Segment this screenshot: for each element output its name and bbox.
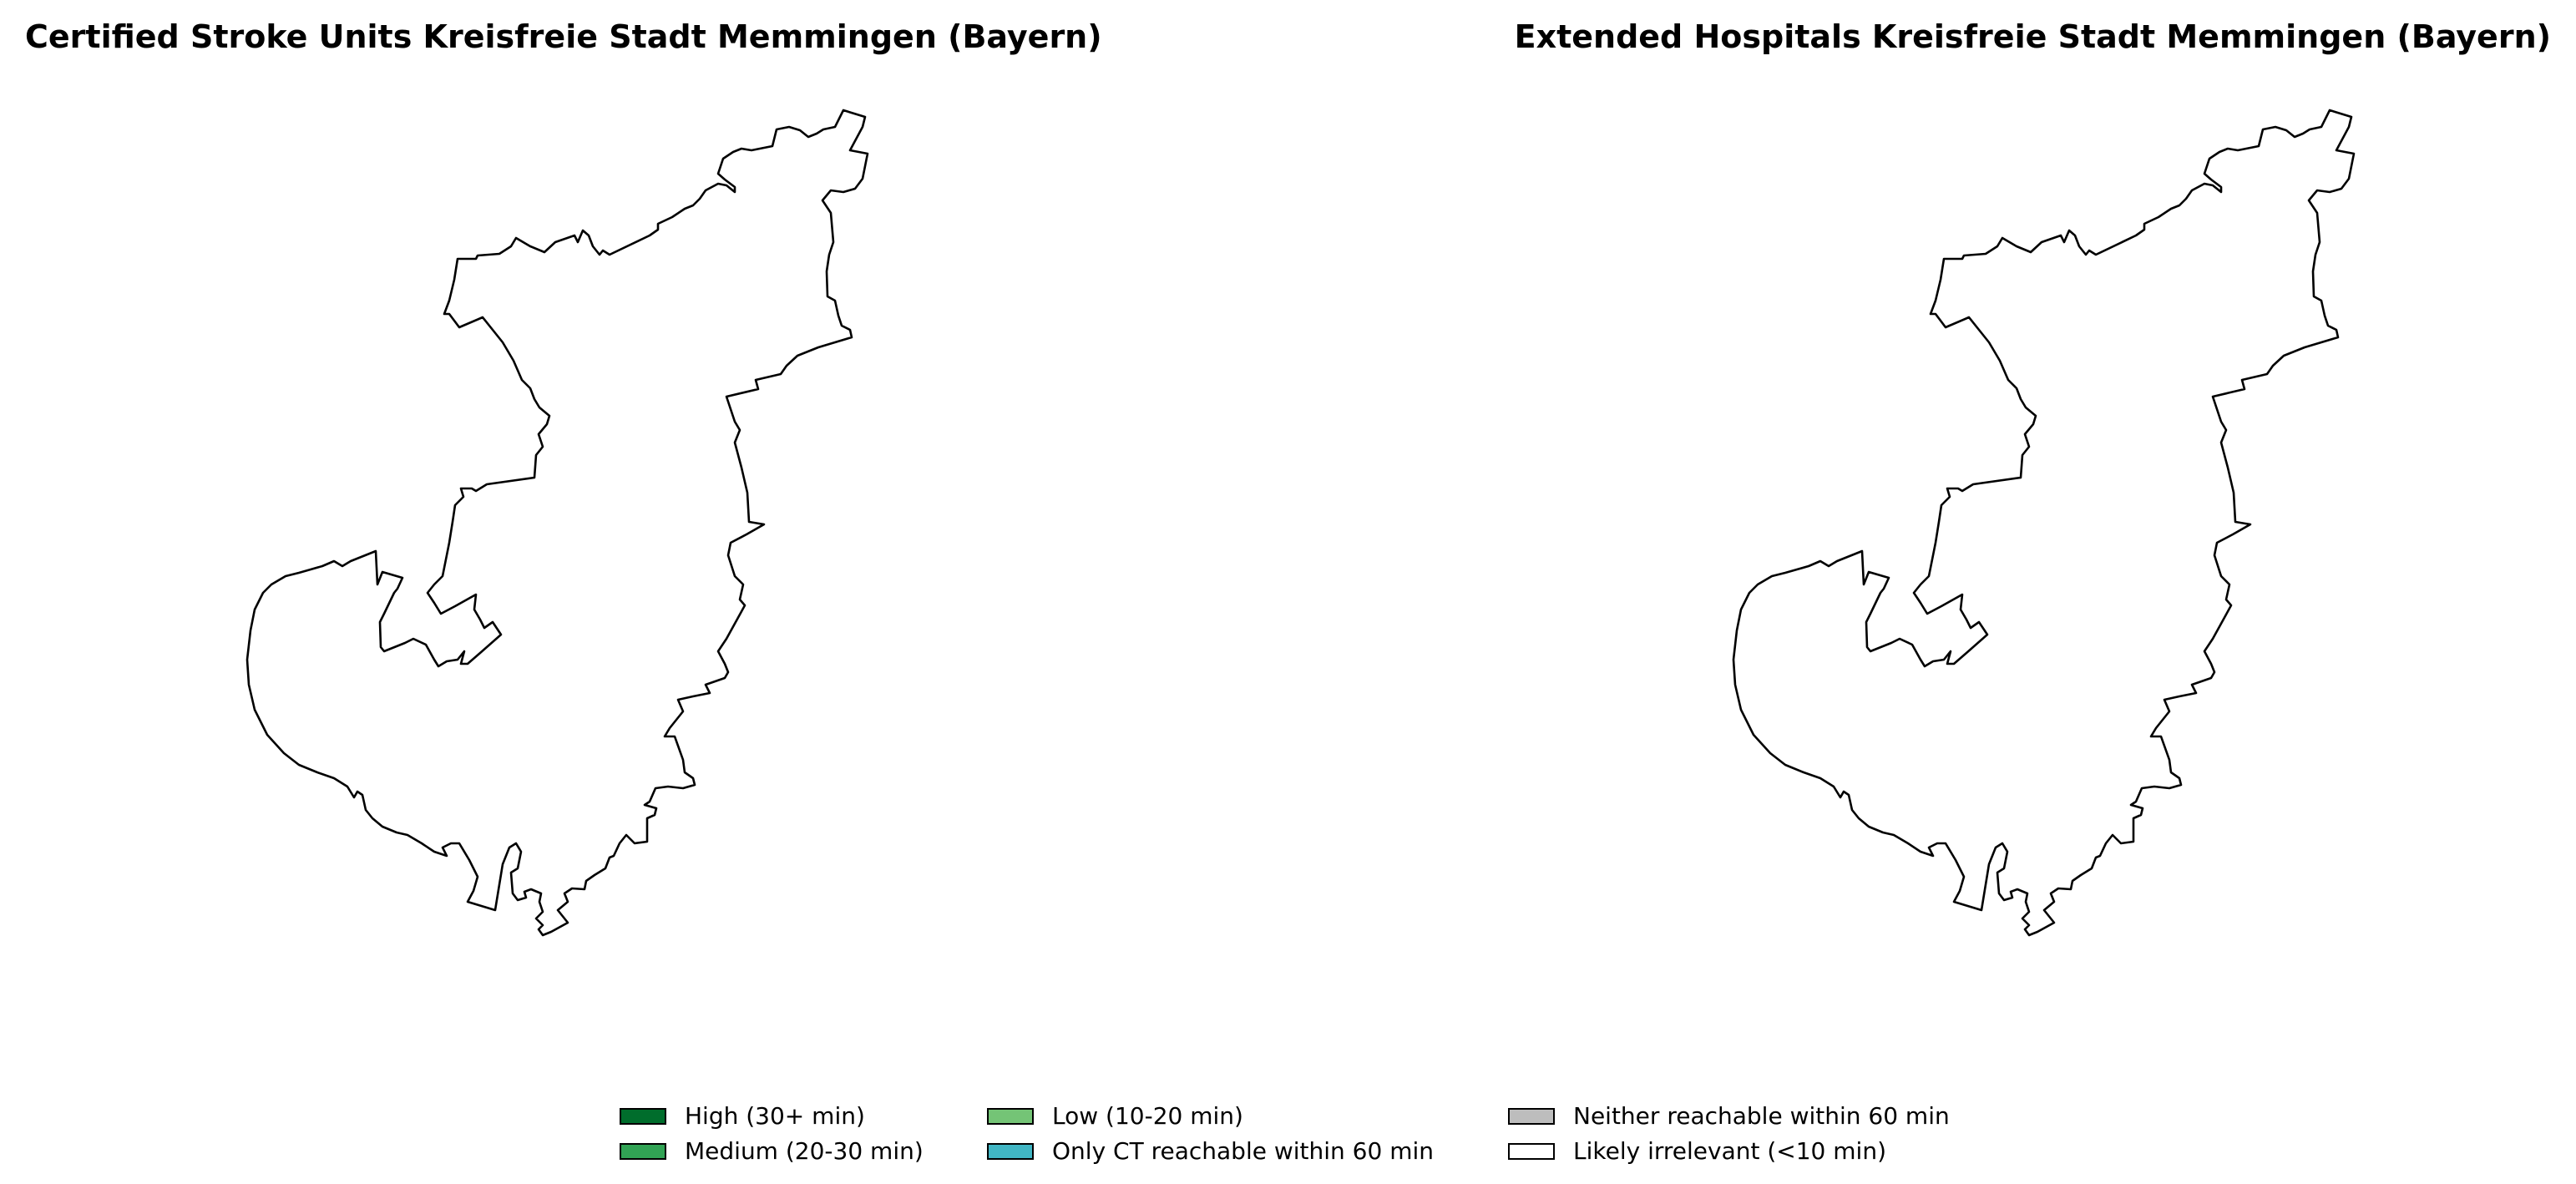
map-extended-hospitals	[1732, 109, 2356, 937]
memmingen-boundary	[1732, 109, 2356, 937]
legend-label: Medium (20-30 min)	[685, 1137, 924, 1165]
legend-item: Low (10-20 min)	[987, 1099, 1508, 1134]
legend-item: Likely irrelevant (<10 min)	[1508, 1134, 1976, 1169]
legend-item: Medium (20-30 min)	[620, 1134, 987, 1169]
legend-label: Neither reachable within 60 min	[1573, 1102, 1950, 1130]
legend-swatch	[1508, 1143, 1555, 1160]
legend-swatch	[1508, 1108, 1555, 1125]
map-title-extended-hospitals: Extended Hospitals Kreisfreie Stadt Memm…	[1514, 18, 2551, 55]
legend-swatch	[620, 1143, 666, 1160]
legend-swatch	[987, 1108, 1034, 1125]
legend-label: Likely irrelevant (<10 min)	[1573, 1137, 1886, 1165]
legend-label: Low (10-20 min)	[1052, 1102, 1243, 1130]
legend-swatch	[620, 1108, 666, 1125]
legend-item: Neither reachable within 60 min	[1508, 1099, 1976, 1134]
map-certified-stroke-units	[245, 109, 869, 937]
map-title-certified-stroke-units: Certified Stroke Units Kreisfreie Stadt …	[25, 18, 1102, 55]
legend-label: Only CT reachable within 60 min	[1052, 1137, 1435, 1165]
memmingen-boundary	[245, 109, 869, 937]
legend: High (30+ min) Medium (20-30 min) Low (1…	[620, 1099, 1976, 1169]
legend-label: High (30+ min)	[685, 1102, 865, 1130]
legend-swatch	[987, 1143, 1034, 1160]
legend-item: Only CT reachable within 60 min	[987, 1134, 1508, 1169]
legend-item: High (30+ min)	[620, 1099, 987, 1134]
